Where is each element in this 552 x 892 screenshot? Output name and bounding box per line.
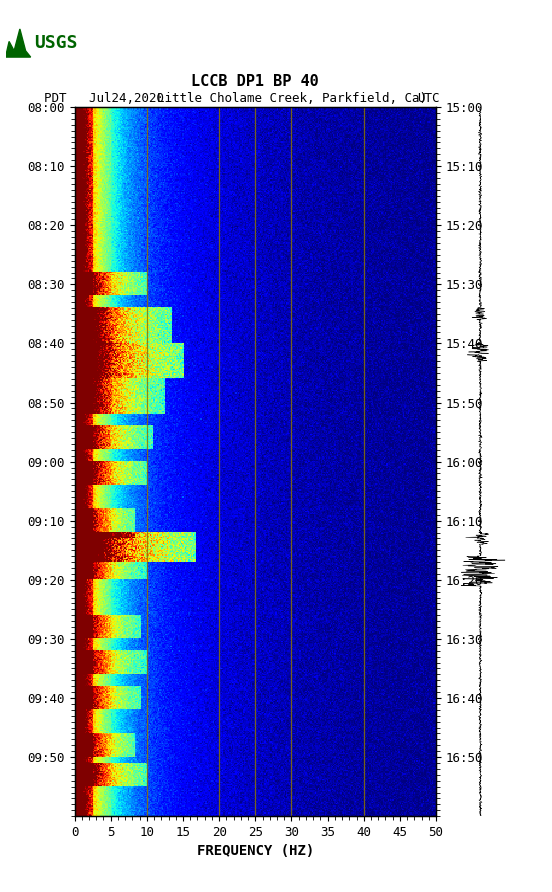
Text: Little Cholame Creek, Parkfield, Ca): Little Cholame Creek, Parkfield, Ca) [157, 92, 427, 105]
Text: LCCB DP1 BP 40: LCCB DP1 BP 40 [192, 74, 319, 89]
X-axis label: FREQUENCY (HZ): FREQUENCY (HZ) [197, 845, 314, 858]
Text: UTC: UTC [417, 92, 439, 105]
Text: USGS: USGS [34, 35, 78, 53]
Polygon shape [6, 29, 31, 57]
Text: PDT   Jul24,2020: PDT Jul24,2020 [44, 92, 164, 105]
